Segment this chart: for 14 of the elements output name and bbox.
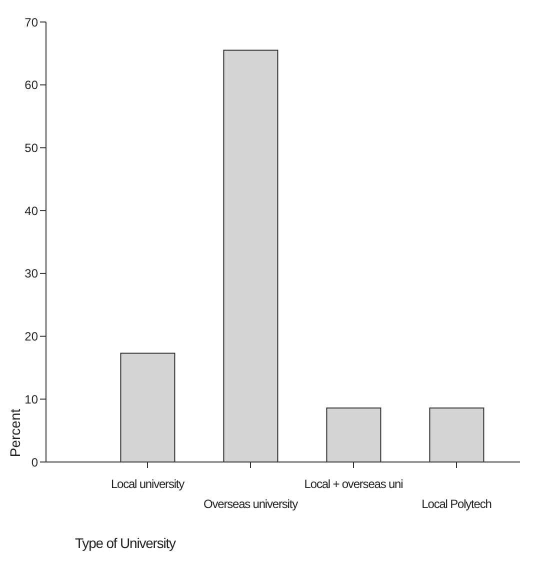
y-axis-title: Percent xyxy=(7,408,23,458)
x-tick-label: Local Polytech xyxy=(422,497,492,511)
x-axis-title: Type of University xyxy=(75,535,176,551)
y-tick-label: 10 xyxy=(24,392,38,406)
y-tick-label: 0 xyxy=(31,455,38,470)
y-tick-label: 20 xyxy=(24,330,38,344)
x-tick-label: Local + overseas uni xyxy=(304,477,403,491)
y-tick-label: 40 xyxy=(24,204,38,218)
y-tick-label: 30 xyxy=(24,266,38,281)
y-tick-label: 50 xyxy=(24,140,38,155)
x-tick-label: Overseas university xyxy=(204,497,298,511)
y-tick-label: 60 xyxy=(24,78,38,92)
x-tick-label: Local university xyxy=(110,477,185,491)
y-tick-label: 70 xyxy=(24,15,38,30)
